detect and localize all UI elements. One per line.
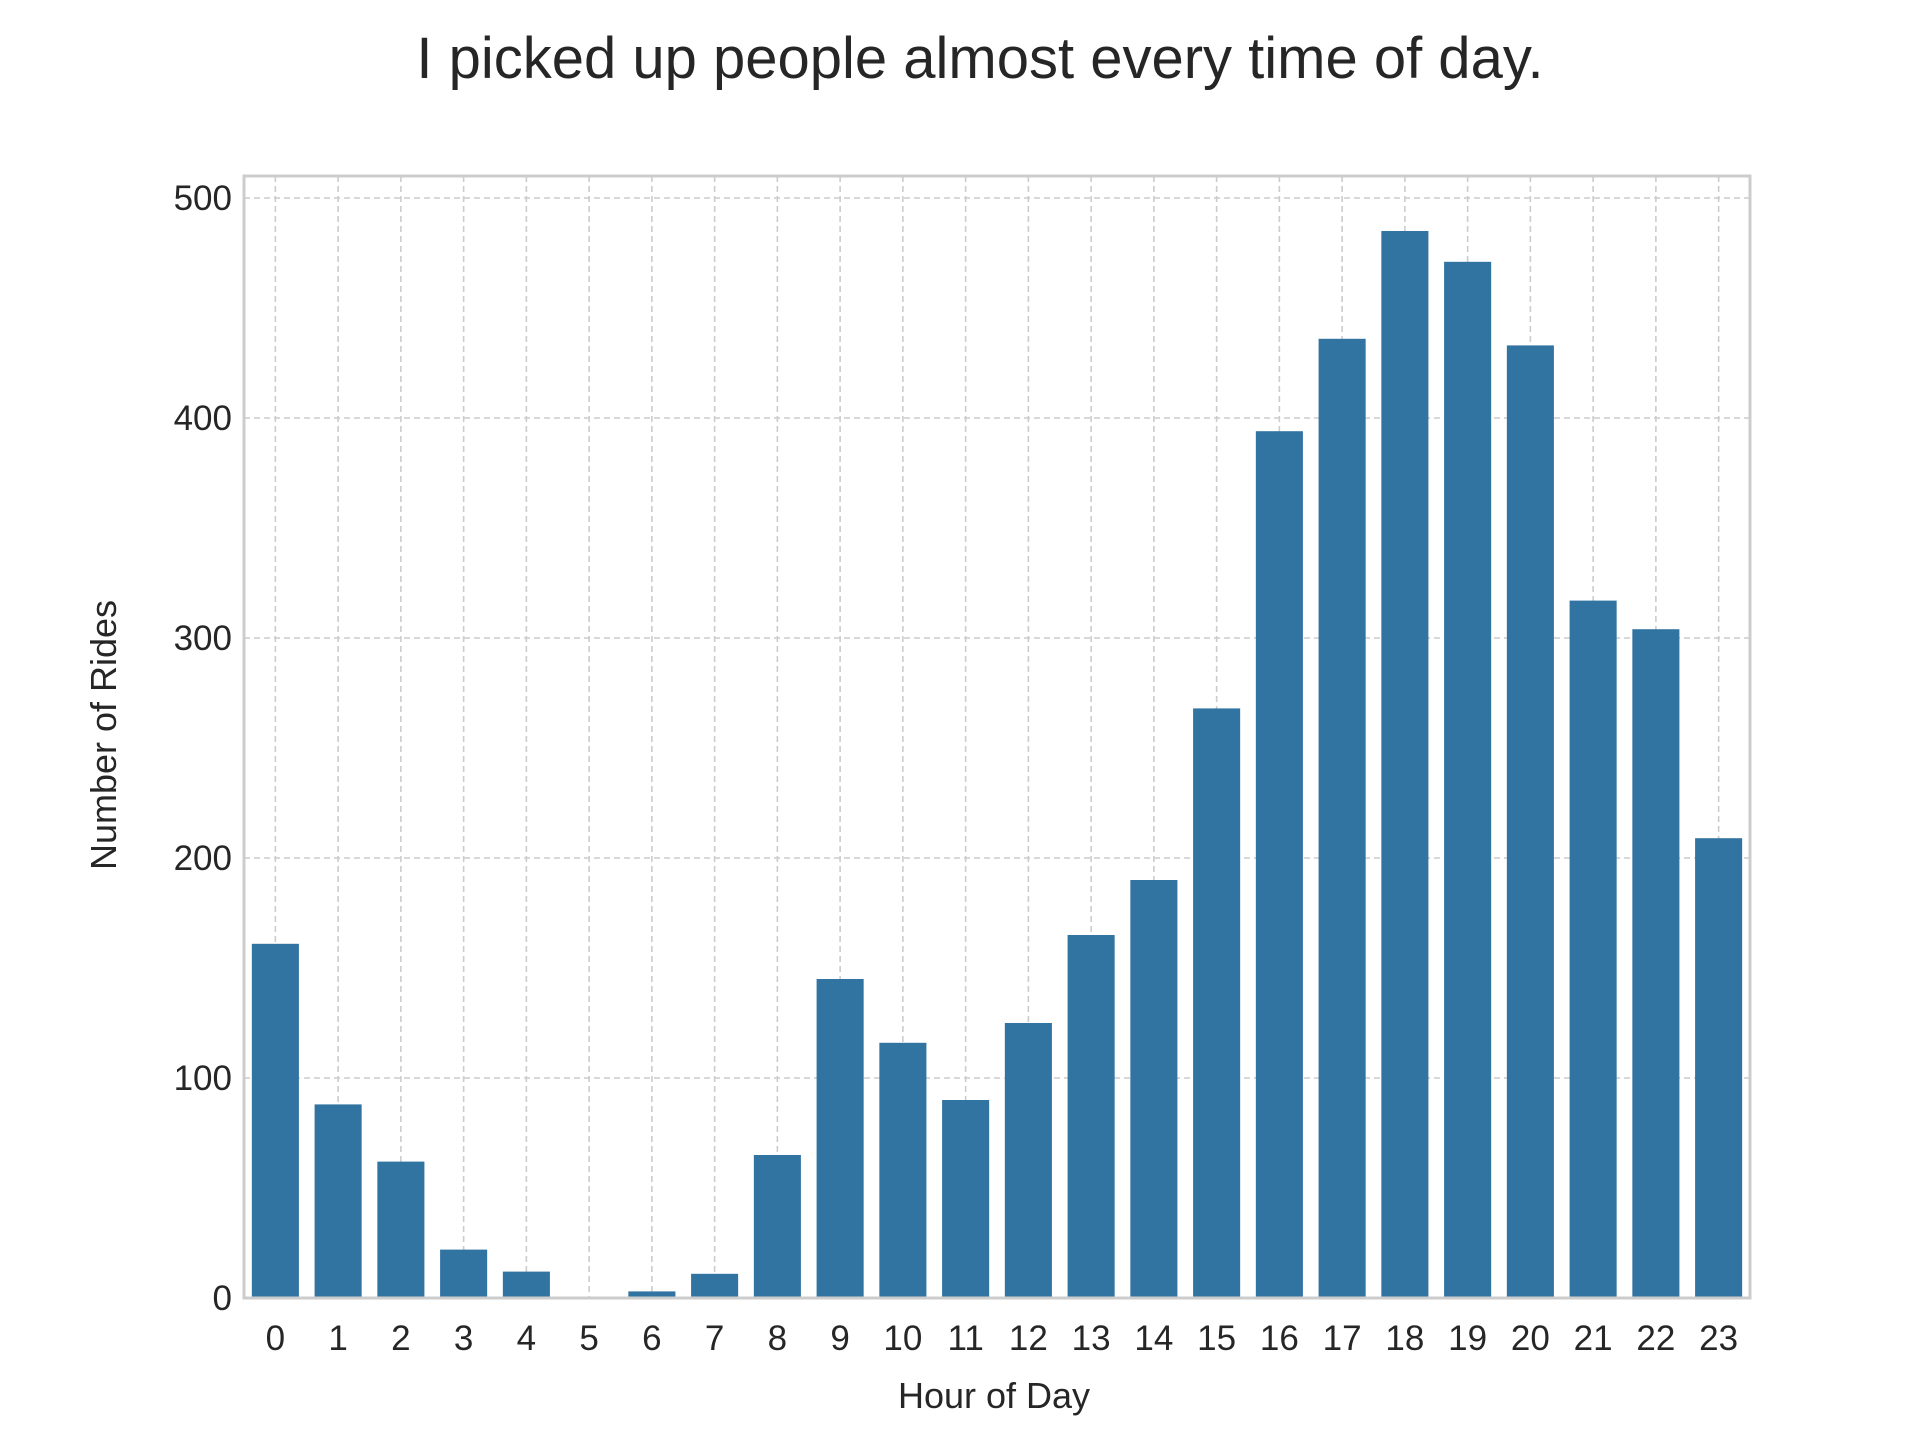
x-tick-label: 21: [1574, 1319, 1613, 1358]
y-axis-label: Number of Rides: [83, 600, 124, 870]
y-tick-labels: 0 100 200 300 400 500: [174, 179, 232, 1318]
x-tick-label: 6: [642, 1319, 661, 1358]
bar-hour-10: [879, 1042, 927, 1298]
bar-hour-1: [314, 1104, 362, 1298]
x-tick-label: 20: [1511, 1319, 1550, 1358]
x-axis-label: Hour of Day: [898, 1375, 1090, 1416]
y-tick-label: 500: [174, 179, 232, 218]
x-tick-label: 16: [1260, 1319, 1299, 1358]
x-tick-label: 3: [454, 1319, 473, 1358]
bars: [251, 231, 1743, 1298]
x-tick-label: 15: [1197, 1319, 1236, 1358]
bar-hour-12: [1004, 1023, 1052, 1298]
bar-hour-16: [1255, 431, 1303, 1298]
x-tick-label: 22: [1636, 1319, 1675, 1358]
bar-hour-13: [1067, 935, 1115, 1298]
x-tick-label: 11: [947, 1319, 983, 1358]
plot-frame: [242, 174, 1752, 1300]
bar-hour-3: [440, 1249, 488, 1298]
x-tick-label: 23: [1699, 1319, 1738, 1358]
bar-hour-21: [1569, 600, 1617, 1298]
x-tick-label: 8: [768, 1319, 787, 1358]
bar-hour-20: [1506, 345, 1554, 1298]
x-tick-label: 19: [1448, 1319, 1487, 1358]
bar-hour-6: [628, 1291, 676, 1298]
bar-hour-17: [1318, 338, 1366, 1298]
bar-hour-9: [816, 979, 864, 1298]
y-tick-label: 300: [174, 619, 232, 658]
bar-hour-18: [1381, 231, 1429, 1298]
y-tick-label: 200: [174, 839, 232, 878]
bar-hour-15: [1193, 708, 1241, 1298]
x-tick-label: 18: [1385, 1319, 1424, 1358]
x-tick-label: 13: [1072, 1319, 1111, 1358]
bar-hour-0: [251, 943, 299, 1298]
x-tick-label: 10: [883, 1319, 922, 1358]
chart-title: I picked up people almost every time of …: [416, 26, 1543, 91]
x-tick-label: 7: [705, 1319, 724, 1358]
bar-hour-4: [502, 1271, 550, 1298]
x-tick-label: 0: [266, 1319, 285, 1358]
bar-hour-7: [691, 1273, 739, 1298]
x-tick-labels: 0 1 2 3 4 5 6 7 8 9 10 11 12 13 14 15 16 17 18 19 20 21 22 23: [266, 1319, 1738, 1358]
bar-hour-11: [942, 1100, 990, 1298]
x-tick-label: 12: [1009, 1319, 1048, 1358]
y-tick-label: 100: [174, 1059, 232, 1098]
y-tick-label: 0: [213, 1279, 232, 1318]
x-tick-label: 2: [391, 1319, 410, 1358]
y-tick-label: 400: [174, 399, 232, 438]
x-tick-label: 5: [579, 1319, 598, 1358]
bar-hour-14: [1130, 880, 1178, 1298]
x-tick-label: 4: [517, 1319, 536, 1358]
x-tick-label: 9: [830, 1319, 849, 1358]
x-tick-label: 14: [1134, 1319, 1173, 1358]
bar-hour-22: [1632, 629, 1680, 1298]
bar-hour-23: [1695, 838, 1743, 1298]
bar-hour-19: [1444, 261, 1492, 1298]
x-tick-label: 1: [328, 1319, 347, 1358]
bar-hour-2: [377, 1161, 425, 1298]
x-tick-label: 17: [1323, 1319, 1362, 1358]
bar-hour-8: [753, 1155, 801, 1298]
